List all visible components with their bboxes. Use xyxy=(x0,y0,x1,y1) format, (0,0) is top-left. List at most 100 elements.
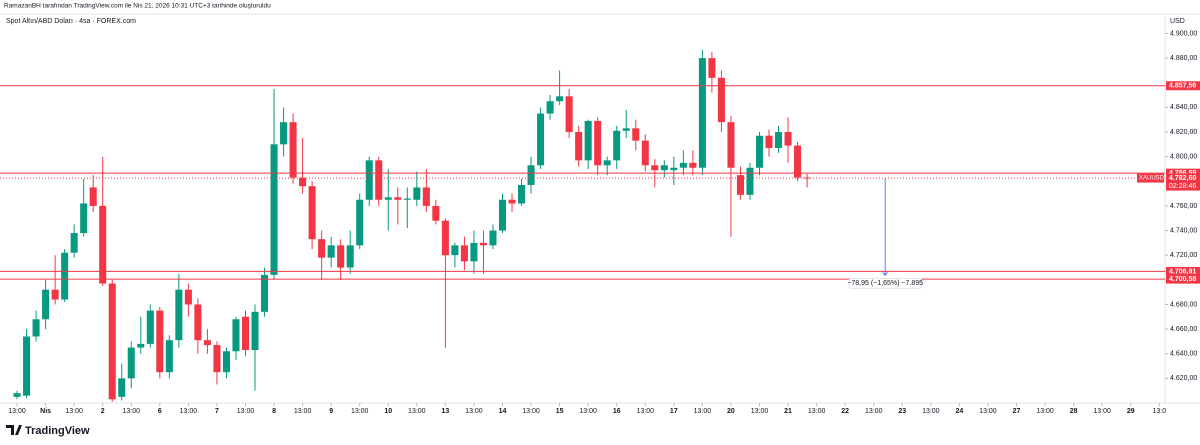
x-tick-label: 13 xyxy=(441,408,449,415)
candle-body xyxy=(622,128,630,131)
countdown: 02:28:46 xyxy=(1169,183,1196,190)
candle-body xyxy=(698,58,706,168)
candle-body xyxy=(775,132,783,149)
candle-body xyxy=(165,340,173,373)
x-tick-label: 13:00 xyxy=(294,408,312,415)
x-tick-label: 6 xyxy=(158,408,162,415)
x-tick-label: 16 xyxy=(613,408,621,415)
x-tick-label: 13:00 xyxy=(808,408,826,415)
candle-body xyxy=(118,378,126,397)
candle-body xyxy=(765,135,773,149)
y-tick-label: 4.900,00 xyxy=(1170,30,1197,37)
price-label: 4.782,60 xyxy=(1169,175,1196,182)
candle-body xyxy=(327,245,335,258)
candle-body xyxy=(470,242,478,262)
candle-body xyxy=(289,122,297,178)
candle-body xyxy=(337,245,345,268)
candle-body xyxy=(175,289,183,341)
candle-body xyxy=(308,186,316,240)
y-tick-label: 4.760,00 xyxy=(1170,203,1197,210)
candle-body xyxy=(394,197,402,200)
candle-body xyxy=(594,120,602,166)
candle-body xyxy=(546,101,554,114)
symbol-label: XAUUSD xyxy=(1139,176,1165,182)
x-tick-label: 13:00 xyxy=(465,408,483,415)
candle-body xyxy=(575,132,583,161)
y-tick-label: 4.880,00 xyxy=(1170,55,1197,62)
x-tick-label: 13:00 xyxy=(979,408,997,415)
candle-body xyxy=(451,245,459,256)
x-tick-label: 13:00 xyxy=(1036,408,1054,415)
x-tick-label: 22 xyxy=(841,408,849,415)
candle-body xyxy=(660,165,668,171)
x-tick-label: 24 xyxy=(955,408,963,415)
x-tick-label: 13:00 xyxy=(237,408,255,415)
x-tick-label: 28 xyxy=(1070,408,1078,415)
candle-body xyxy=(232,319,240,352)
measure-box xyxy=(848,277,922,289)
candle-body xyxy=(556,96,564,102)
chart-title: Spot Altın/ABD Doları · 4sa · FOREX.com xyxy=(6,18,136,25)
candle-body xyxy=(413,187,421,200)
x-tick-label: 13:00 xyxy=(751,408,769,415)
candle-body xyxy=(146,310,154,344)
candle-body xyxy=(441,220,449,256)
candle-body xyxy=(670,167,678,171)
candle-body xyxy=(375,160,383,200)
candle-body xyxy=(689,162,697,168)
y-tick-label: 4.660,00 xyxy=(1170,326,1197,333)
candle-body xyxy=(527,165,535,185)
candle-body xyxy=(746,167,754,195)
candle-body xyxy=(384,197,392,200)
x-tick-label: 13:00 xyxy=(65,408,83,415)
candle-body xyxy=(261,274,269,312)
candle-body xyxy=(318,239,326,258)
candle-body xyxy=(270,144,278,275)
x-tick-label: 17 xyxy=(670,408,678,415)
y-tick-label: 4.740,00 xyxy=(1170,227,1197,234)
candle-body xyxy=(708,58,716,78)
candle-body xyxy=(432,205,440,221)
x-tick-label: 21 xyxy=(784,408,792,415)
x-tick-label: 13:00 xyxy=(522,408,540,415)
level-tag xyxy=(1166,274,1200,284)
measure-head xyxy=(882,272,888,276)
x-tick-label: 8 xyxy=(272,408,276,415)
candle-body xyxy=(251,311,259,351)
candle-body xyxy=(346,245,354,268)
x-tick-label: 13:00 xyxy=(8,408,26,415)
candle-body xyxy=(717,77,725,123)
candle-body xyxy=(613,130,621,161)
level-label: 4.857,56 xyxy=(1169,83,1196,90)
candle-body xyxy=(222,351,230,373)
candle-body xyxy=(632,128,640,141)
brand: TradingView xyxy=(25,425,90,437)
y-tick-label: 4.820,00 xyxy=(1170,129,1197,136)
x-tick-label: 2 xyxy=(101,408,105,415)
x-tick-label: 27 xyxy=(1013,408,1021,415)
candle-body xyxy=(736,175,744,195)
y-tick-label: 4.800,00 xyxy=(1170,153,1197,160)
x-tick-label: 13:0 xyxy=(1152,408,1166,415)
candle-body xyxy=(280,122,288,145)
candle-body xyxy=(61,252,69,300)
x-tick-label: 9 xyxy=(329,408,333,415)
x-tick-label: 15 xyxy=(556,408,564,415)
candle-body xyxy=(127,347,135,379)
candle-body xyxy=(365,160,373,200)
x-tick-label: 13:00 xyxy=(1093,408,1111,415)
candle-body xyxy=(641,140,649,166)
candle-body xyxy=(70,233,78,253)
candle-body xyxy=(299,177,307,187)
candle-body xyxy=(679,162,687,168)
candle-body xyxy=(42,289,50,320)
x-tick-label: 13:00 xyxy=(122,408,140,415)
price-tag xyxy=(1166,173,1200,191)
candle-body xyxy=(794,145,802,178)
candle-body xyxy=(241,316,250,351)
candle-body xyxy=(356,199,364,246)
candle-body xyxy=(23,336,31,396)
x-tick-label: 13:00 xyxy=(865,408,883,415)
